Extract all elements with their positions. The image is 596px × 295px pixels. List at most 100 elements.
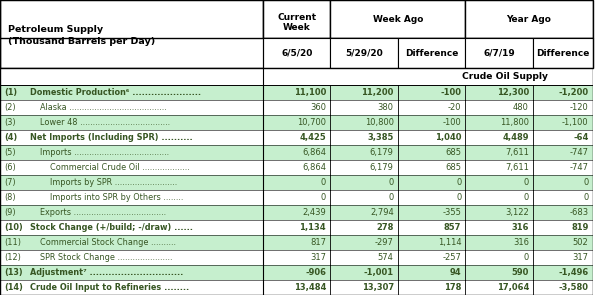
Text: 17,064: 17,064: [496, 283, 529, 292]
Text: 6/5/20: 6/5/20: [281, 48, 312, 58]
Text: 0: 0: [524, 178, 529, 187]
Text: (2): (2): [4, 103, 15, 112]
Text: (10): (10): [4, 223, 23, 232]
Text: -747: -747: [570, 148, 589, 157]
Text: -355: -355: [442, 208, 461, 217]
Text: 480: 480: [513, 103, 529, 112]
Text: (12): (12): [4, 253, 21, 262]
Text: 11,200: 11,200: [361, 88, 394, 97]
Text: (11): (11): [4, 238, 21, 247]
Text: 685: 685: [445, 163, 461, 172]
Text: -1,001: -1,001: [364, 268, 394, 277]
Text: 317: 317: [573, 253, 589, 262]
Bar: [0, 280, 592, 295]
Text: 685: 685: [445, 148, 461, 157]
Text: 360: 360: [310, 103, 326, 112]
Text: Domestic Production⁶ ......................: Domestic Production⁶ ...................…: [30, 88, 201, 97]
Text: -297: -297: [375, 238, 394, 247]
Text: Exports .....................................: Exports ................................…: [40, 208, 166, 217]
Text: -747: -747: [570, 163, 589, 172]
Bar: [0, 68, 592, 85]
Text: Imports by SPR .........................: Imports by SPR .........................: [49, 178, 177, 187]
Text: -3,580: -3,580: [558, 283, 589, 292]
Text: 817: 817: [310, 238, 326, 247]
Bar: [0, 0, 592, 38]
Text: 0: 0: [524, 193, 529, 202]
Text: 574: 574: [378, 253, 394, 262]
Text: 2,439: 2,439: [302, 208, 326, 217]
Bar: [0, 175, 592, 190]
Text: SPR Stock Change ......................: SPR Stock Change ......................: [40, 253, 172, 262]
Text: 178: 178: [444, 283, 461, 292]
Text: Crude Oil Supply: Crude Oil Supply: [462, 72, 548, 81]
Bar: [533, 38, 592, 68]
Text: 317: 317: [310, 253, 326, 262]
Text: 4,489: 4,489: [502, 133, 529, 142]
Text: Difference: Difference: [405, 48, 458, 58]
Text: -20: -20: [448, 103, 461, 112]
Text: -257: -257: [442, 253, 461, 262]
Text: 4,425: 4,425: [299, 133, 326, 142]
Text: (14): (14): [4, 283, 23, 292]
Text: 6,864: 6,864: [302, 148, 326, 157]
Bar: [0, 85, 592, 100]
Bar: [0, 130, 592, 145]
Text: Petroleum Supply: Petroleum Supply: [8, 25, 103, 35]
Text: 6,179: 6,179: [370, 163, 394, 172]
Text: 857: 857: [444, 223, 461, 232]
Text: (1): (1): [4, 88, 17, 97]
Text: 10,800: 10,800: [365, 118, 394, 127]
Bar: [0, 205, 592, 220]
Text: 0: 0: [389, 178, 394, 187]
Text: 13,307: 13,307: [362, 283, 394, 292]
Text: 316: 316: [513, 238, 529, 247]
Text: 11,800: 11,800: [500, 118, 529, 127]
Text: 819: 819: [571, 223, 589, 232]
Bar: [0, 220, 592, 235]
Text: (4): (4): [4, 133, 17, 142]
Bar: [0, 190, 592, 205]
Text: 502: 502: [573, 238, 589, 247]
Bar: [0, 160, 592, 175]
Text: Difference: Difference: [536, 48, 589, 58]
Text: 1,040: 1,040: [435, 133, 461, 142]
Text: -64: -64: [573, 133, 589, 142]
Bar: [465, 0, 592, 38]
Bar: [330, 0, 465, 38]
Text: Stock Change (+/build; -/draw) ......: Stock Change (+/build; -/draw) ......: [30, 223, 193, 232]
Bar: [263, 38, 330, 68]
Text: 1,114: 1,114: [437, 238, 461, 247]
Text: Imports ......................................: Imports ................................…: [40, 148, 169, 157]
Bar: [0, 115, 592, 130]
Text: (9): (9): [4, 208, 15, 217]
Text: (13): (13): [4, 268, 23, 277]
Bar: [330, 38, 398, 68]
Text: -1,496: -1,496: [558, 268, 589, 277]
Text: Crude Oil Input to Refineries ........: Crude Oil Input to Refineries ........: [30, 283, 189, 292]
Text: 5/29/20: 5/29/20: [345, 48, 383, 58]
Text: 278: 278: [376, 223, 394, 232]
Text: -683: -683: [569, 208, 589, 217]
Text: 3,385: 3,385: [367, 133, 394, 142]
Text: 12,300: 12,300: [496, 88, 529, 97]
Text: 6,864: 6,864: [302, 163, 326, 172]
Text: Commercial Stock Change ..........: Commercial Stock Change ..........: [40, 238, 176, 247]
Text: 13,484: 13,484: [294, 283, 326, 292]
Text: 1,134: 1,134: [299, 223, 326, 232]
Text: -1,100: -1,100: [562, 118, 589, 127]
Text: 0: 0: [456, 193, 461, 202]
Text: 0: 0: [389, 193, 394, 202]
Text: 0: 0: [321, 178, 326, 187]
Text: 3,122: 3,122: [505, 208, 529, 217]
Bar: [465, 38, 533, 68]
Text: Net Imports (Including SPR) ..........: Net Imports (Including SPR) ..........: [30, 133, 193, 142]
Text: Week Ago: Week Ago: [372, 14, 423, 24]
Text: -120: -120: [570, 103, 589, 112]
Bar: [0, 100, 592, 115]
Text: 11,100: 11,100: [294, 88, 326, 97]
Text: 94: 94: [450, 268, 461, 277]
Text: Week: Week: [283, 22, 311, 32]
Text: 7,611: 7,611: [505, 148, 529, 157]
Text: 0: 0: [456, 178, 461, 187]
Text: (8): (8): [4, 193, 15, 202]
